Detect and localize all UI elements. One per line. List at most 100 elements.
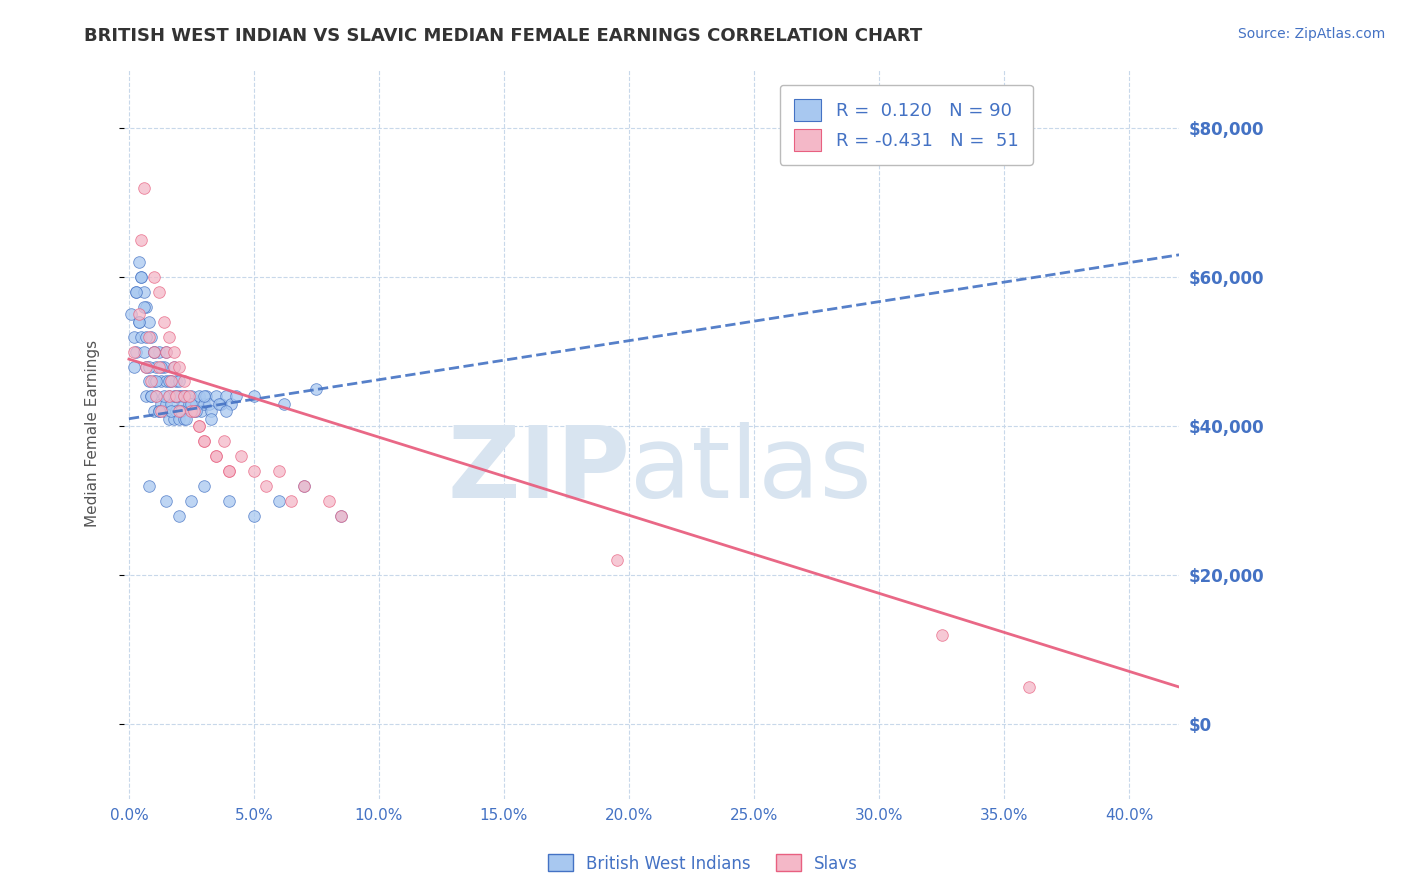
Point [141,389,163,403]
Point [167,508,190,523]
Point [273,397,295,411]
Point [148,344,170,359]
Point [170,404,193,418]
Point [141,375,163,389]
Point [148,404,170,418]
Point [157,389,180,403]
Point [165,389,187,403]
Text: atlas: atlas [630,422,872,518]
Point [131,270,153,285]
Point [131,270,153,285]
Point [135,300,157,314]
Point [122,330,145,344]
Point [931,628,953,642]
Point [153,389,176,403]
Point [145,389,167,403]
Point [160,404,183,418]
Point [167,389,190,403]
Point [186,404,208,418]
Point [176,411,198,425]
Point [193,479,215,493]
Point [225,389,247,403]
Point [135,330,157,344]
Point [142,404,165,418]
Point [125,285,148,299]
Point [131,330,153,344]
Point [142,344,165,359]
Point [163,359,186,374]
Point [177,397,200,411]
Point [183,404,205,418]
Point [330,508,353,523]
Point [155,375,177,389]
Point [128,307,150,321]
Point [142,270,165,285]
Point [180,397,202,411]
Point [155,397,177,411]
Point [148,285,170,299]
Point [190,404,212,418]
Point [221,397,243,411]
Point [120,307,142,321]
Point [215,404,238,418]
Point [132,285,155,299]
Legend: R =  0.120   N = 90, R = -0.431   N =  51: R = 0.120 N = 90, R = -0.431 N = 51 [780,85,1033,165]
Point [163,411,186,425]
Point [165,375,187,389]
Point [132,300,155,314]
Point [195,389,218,403]
Point [180,389,202,403]
Point [142,375,165,389]
Text: ZIP: ZIP [447,422,630,518]
Text: Source: ZipAtlas.com: Source: ZipAtlas.com [1237,27,1385,41]
Point [292,479,315,493]
Point [163,359,186,374]
Point [163,344,186,359]
Point [205,389,228,403]
Point [205,449,228,463]
Point [163,389,186,403]
Point [167,411,190,425]
Legend: British West Indians, Slavs: British West Indians, Slavs [541,847,865,880]
Point [212,434,235,448]
Point [218,464,240,478]
Point [173,411,195,425]
Point [138,330,160,344]
Text: BRITISH WEST INDIAN VS SLAVIC MEDIAN FEMALE EARNINGS CORRELATION CHART: BRITISH WEST INDIAN VS SLAVIC MEDIAN FEM… [84,27,922,45]
Point [131,233,153,247]
Point [122,359,145,374]
Point [330,508,353,523]
Point [157,375,180,389]
Point [153,315,176,329]
Point [125,285,148,299]
Point [155,344,177,359]
Point [145,375,167,389]
Point [125,344,148,359]
Point [138,479,160,493]
Point [198,397,221,411]
Point [173,375,195,389]
Point [148,359,170,374]
Point [173,397,195,411]
Point [193,389,215,403]
Point [138,359,160,374]
Point [193,397,215,411]
Point [132,344,155,359]
Point [157,411,180,425]
Point [138,375,160,389]
Point [187,419,209,434]
Point [153,359,176,374]
Point [218,493,240,508]
Point [173,389,195,403]
Point [150,359,173,374]
Point [280,493,302,508]
Point [1018,680,1040,694]
Point [200,404,222,418]
Point [157,389,180,403]
Point [205,449,228,463]
Point [173,389,195,403]
Point [267,464,290,478]
Point [165,404,187,418]
Point [209,397,232,411]
Point [177,389,200,403]
